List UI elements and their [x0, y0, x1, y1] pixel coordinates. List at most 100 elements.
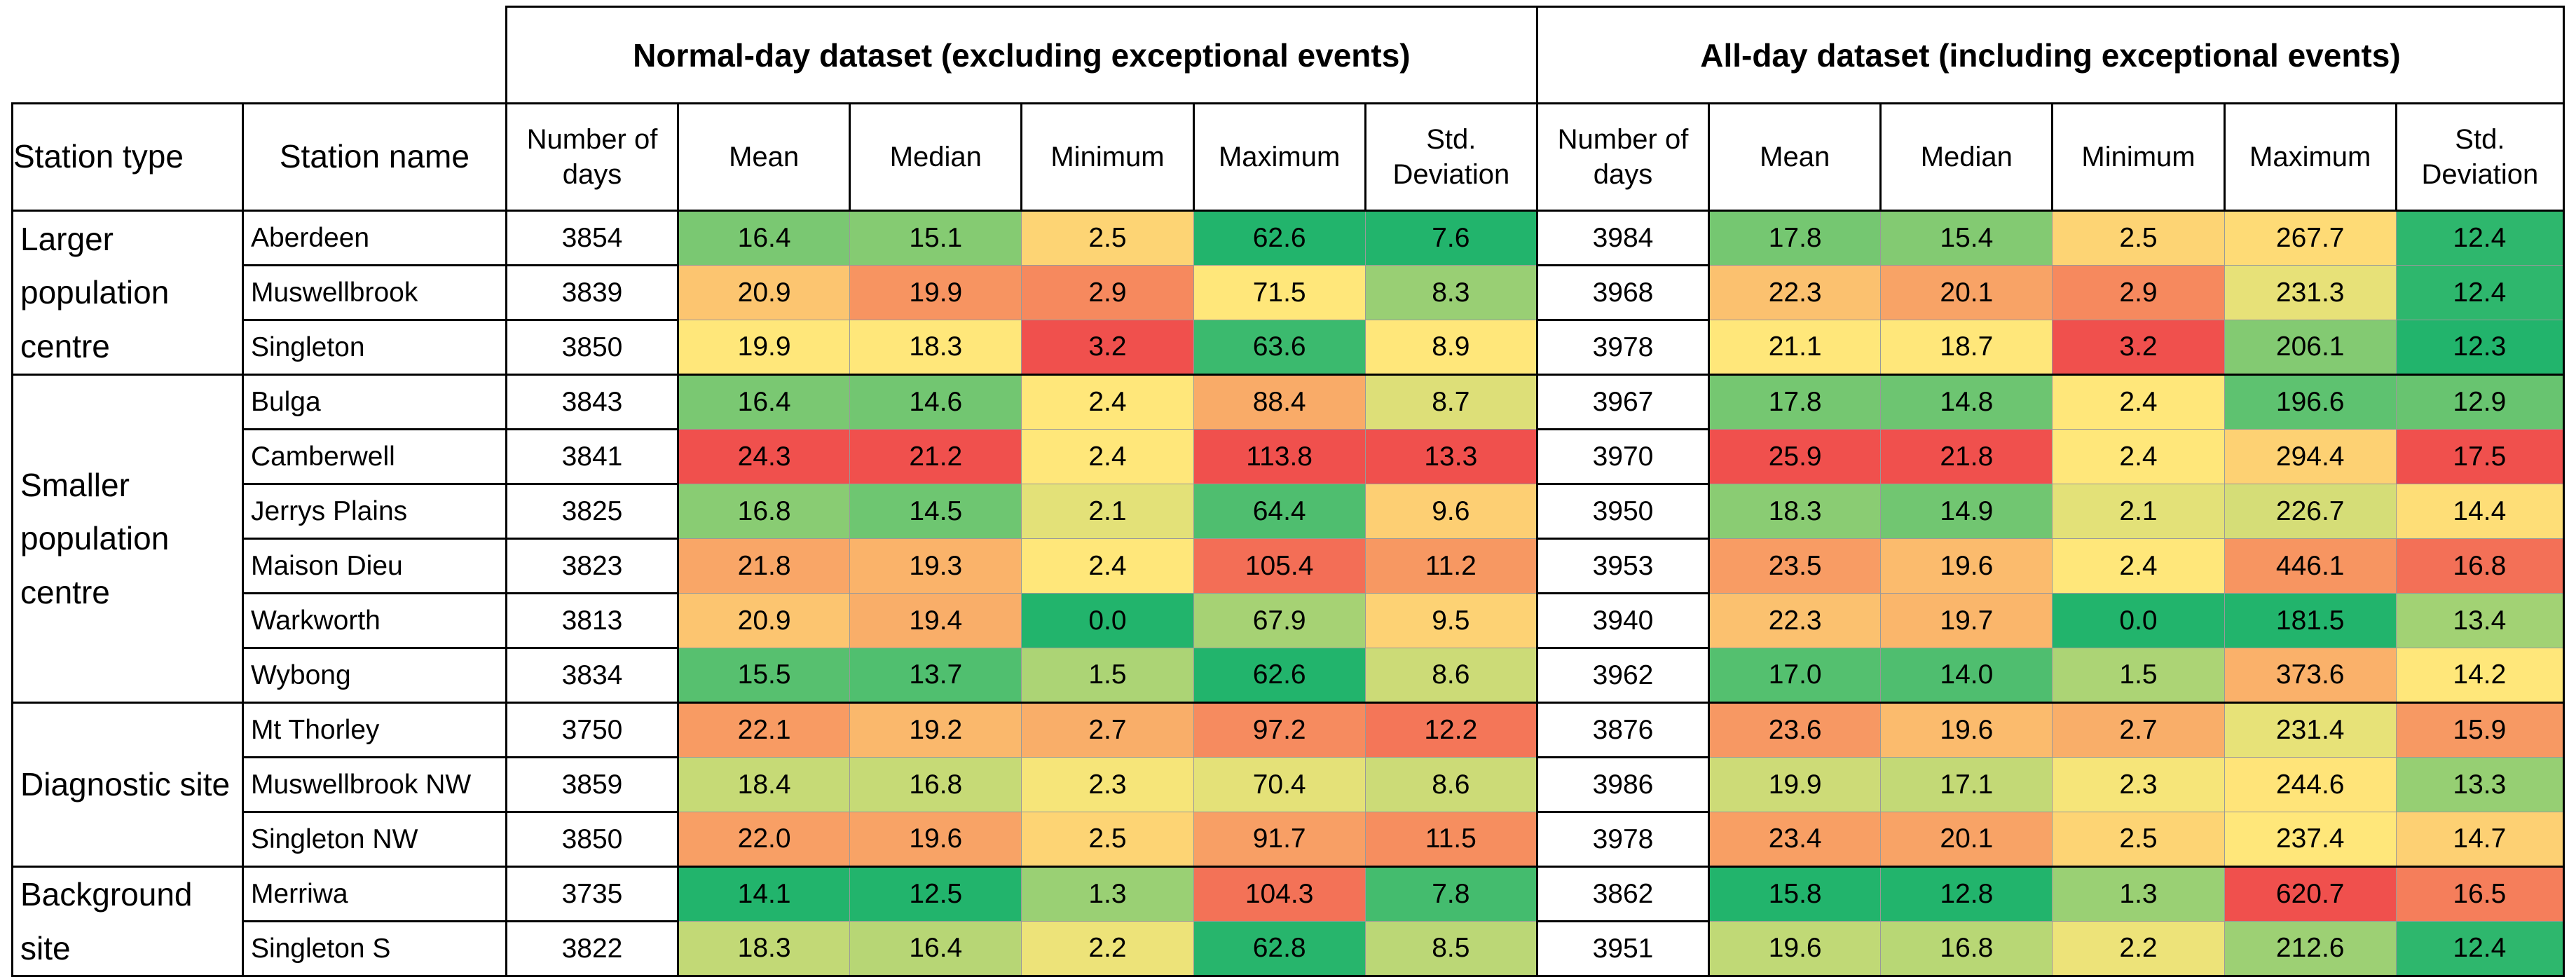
normal-median-cell: 21.2: [849, 429, 1022, 484]
all-minimum-cell: 2.7: [2052, 702, 2225, 758]
normal-minimum-cell: 2.3: [1021, 757, 1194, 812]
normal-median-cell: 19.9: [849, 265, 1022, 320]
station-name-cell: Wybong: [241, 647, 507, 704]
normal-minimum-cell: 2.4: [1021, 429, 1194, 484]
all-maximum-cell: 212.6: [2224, 921, 2397, 977]
normal-days-cell: 3859: [505, 756, 680, 813]
all-maximum-cell: 231.4: [2224, 702, 2397, 758]
all-maximum-cell: 620.7: [2224, 866, 2397, 922]
all-minimum-cell: 2.9: [2052, 265, 2225, 320]
normal-mean-cell: 24.3: [678, 429, 851, 484]
all-minimum-cell: 2.2: [2052, 921, 2225, 977]
normal-mean-cell: 16.4: [678, 374, 851, 430]
table-row: Muswellbrook NW 3859 18.4 16.8 2.3 70.4 8.6 398…: [13, 756, 2565, 813]
all-std-cell: 12.4: [2395, 265, 2565, 320]
all-median-cell: 20.1: [1880, 265, 2053, 320]
normal-minimum-cell: 2.9: [1021, 265, 1194, 320]
normal-days-cell: 3822: [505, 920, 680, 977]
all-days-cell: 3968: [1535, 264, 1711, 321]
all-median-cell: 15.4: [1880, 210, 2053, 266]
normal-std-cell: 9.6: [1364, 484, 1538, 539]
statistics-table: Normal-day dataset (excluding exceptiona…: [11, 6, 2565, 977]
normal-std-cell: 7.6: [1364, 210, 1538, 266]
normal-mean-cell: 18.4: [678, 757, 851, 812]
table-row: Jerrys Plains 3825 16.8 14.5 2.1 64.4 9.6 3950 1…: [13, 483, 2565, 540]
all-maximum-cell: 237.4: [2224, 812, 2397, 868]
station-name-cell: Merriwa: [241, 866, 507, 922]
normal-maximum-cell: 70.4: [1193, 757, 1366, 812]
all-mean-cell: 17.0: [1708, 648, 1882, 704]
all-std-cell: 14.2: [2395, 648, 2565, 704]
normal-maximum-cell: 71.5: [1193, 265, 1366, 320]
station-name-cell: Maison Dieu: [241, 538, 507, 594]
normal-minimum-cell: 1.5: [1021, 648, 1194, 704]
normal-mean-cell: 20.9: [678, 265, 851, 320]
normal-median-cell: 15.1: [849, 210, 1022, 266]
all-day-header: All-day dataset (including exceptional e…: [1535, 6, 2565, 104]
all-median-cell: 14.9: [1880, 484, 2053, 539]
all-minimum-cell: 2.5: [2052, 210, 2225, 266]
normal-median-cell: 16.8: [849, 757, 1022, 812]
all-median-header: Median: [1879, 102, 2054, 212]
normal-mean-cell: 18.3: [678, 921, 851, 977]
all-days-cell: 3986: [1535, 756, 1711, 813]
all-mean-cell: 17.8: [1708, 374, 1882, 430]
table-row: Smaller population centre Bulga 3843 16.4 14…: [11, 374, 2565, 704]
normal-std-cell: 8.6: [1364, 648, 1538, 704]
normal-maximum-cell: 62.6: [1193, 648, 1366, 704]
normal-mean-cell: 15.5: [678, 648, 851, 704]
all-minimum-cell: 2.3: [2052, 757, 2225, 812]
all-minimum-cell: 2.4: [2052, 374, 2225, 430]
table-row: Muswellbrook 3839 20.9 19.9 2.9 71.5 8.3 3968 22…: [13, 264, 2565, 321]
normal-mean-cell: 20.9: [678, 593, 851, 648]
all-mean-cell: 17.8: [1708, 210, 1882, 266]
normal-std-cell: 7.8: [1364, 866, 1538, 922]
all-days-cell: 3978: [1535, 811, 1711, 868]
group-header-row: Normal-day dataset (excluding exceptiona…: [12, 6, 2565, 104]
normal-maximum-cell: 91.7: [1193, 812, 1366, 868]
all-maximum-cell: 231.3: [2224, 265, 2397, 320]
normal-maximum-cell: 64.4: [1193, 484, 1366, 539]
normal-maximum-header: Maximum: [1192, 102, 1366, 212]
station-name-cell: Camberwell: [241, 428, 507, 485]
normal-std-cell: 13.3: [1364, 429, 1538, 484]
normal-median-header: Median: [849, 102, 1023, 212]
all-days-header: Number of days: [1535, 102, 1711, 212]
normal-mean-cell: 21.8: [678, 538, 851, 594]
all-median-cell: 20.1: [1880, 812, 2053, 868]
all-maximum-cell: 373.6: [2224, 648, 2397, 704]
table-row: Maison Dieu 3823 21.8 19.3 2.4 105.4 11.2 3953 2…: [13, 538, 2565, 594]
normal-days-cell: 3750: [505, 702, 680, 758]
normal-std-cell: 8.6: [1364, 757, 1538, 812]
station-name-cell: Bulga: [241, 374, 507, 430]
normal-maximum-cell: 88.4: [1193, 374, 1366, 430]
station-name-cell: Warkworth: [241, 592, 507, 649]
normal-mean-header: Mean: [677, 102, 851, 212]
normal-std-cell: 8.3: [1364, 265, 1538, 320]
normal-median-cell: 19.4: [849, 593, 1022, 648]
normal-maximum-cell: 104.3: [1193, 866, 1366, 922]
normal-days-cell: 3841: [505, 428, 680, 485]
all-days-cell: 3876: [1535, 702, 1711, 758]
normal-median-cell: 19.3: [849, 538, 1022, 594]
all-days-cell: 3953: [1535, 538, 1711, 594]
all-mean-cell: 19.9: [1708, 757, 1882, 812]
all-mean-cell: 22.3: [1708, 265, 1882, 320]
all-days-cell: 3978: [1535, 319, 1711, 376]
all-std-cell: 13.3: [2395, 757, 2565, 812]
normal-median-cell: 16.4: [849, 921, 1022, 977]
all-maximum-cell: 446.1: [2224, 538, 2397, 594]
normal-days-cell: 3834: [505, 647, 680, 704]
station-name-cell: Aberdeen: [241, 210, 507, 266]
table-row: Background site Merriwa 3735 14.1 12.5 1.3 104…: [11, 866, 2565, 977]
all-days-cell: 3862: [1535, 866, 1711, 922]
normal-minimum-cell: 2.2: [1021, 921, 1194, 977]
all-minimum-cell: 1.5: [2052, 648, 2225, 704]
normal-std-cell: 11.2: [1364, 538, 1538, 594]
normal-maximum-cell: 62.6: [1193, 210, 1366, 266]
normal-median-cell: 18.3: [849, 320, 1022, 376]
all-mean-cell: 23.4: [1708, 812, 1882, 868]
all-minimum-cell: 2.1: [2052, 484, 2225, 539]
normal-maximum-cell: 97.2: [1193, 702, 1366, 758]
all-days-cell: 3970: [1535, 428, 1711, 485]
